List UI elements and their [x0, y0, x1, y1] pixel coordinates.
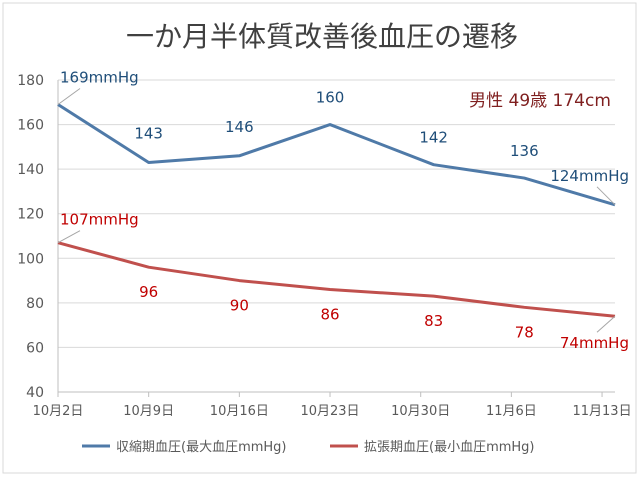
- data-label: 78: [515, 323, 534, 341]
- legend: 収縮期血圧(最大血圧mmHg) 拡張期血圧(最小血圧mmHg): [82, 439, 535, 455]
- x-tick-label: 10月30日: [391, 404, 450, 419]
- legend-label: 収縮期血圧(最大血圧mmHg): [116, 439, 287, 455]
- y-tick-label: 40: [26, 385, 44, 401]
- y-tick-label: 180: [17, 73, 44, 89]
- data-label: 86: [320, 305, 339, 323]
- x-tick-label: 11月6日: [486, 404, 537, 419]
- x-tick-label: 10月2日: [33, 404, 84, 419]
- series-lines: [57, 103, 616, 318]
- y-axis-ticks: 40 60 80 100 120 140 160 180: [17, 73, 44, 401]
- y-tick-label: 120: [17, 207, 44, 223]
- gridlines: [57, 79, 615, 393]
- data-label: 143: [134, 124, 163, 142]
- series-line: [57, 241, 616, 318]
- chart-title: 一か月半体質改善後血圧の遷移: [126, 20, 518, 53]
- data-label: 136: [510, 142, 539, 160]
- data-label: 74mmHg: [560, 334, 629, 352]
- leader-line: [596, 186, 616, 206]
- y-tick-label: 140: [17, 162, 44, 178]
- series-line: [57, 103, 616, 207]
- data-label: 83: [424, 312, 443, 330]
- y-tick-label: 100: [17, 251, 44, 267]
- x-tick-label: 10月9日: [123, 404, 174, 419]
- x-tick-label: 11月13日: [572, 404, 631, 419]
- data-label: 146: [225, 118, 254, 136]
- x-tick-label: 10月16日: [210, 404, 269, 419]
- leader-line: [596, 315, 616, 333]
- leader-line: [57, 88, 81, 105]
- data-label: 142: [419, 129, 448, 147]
- x-axis-ticks: 10月2日 10月9日 10月16日 10月23日 10月30日 11月6日 11月13日: [33, 392, 632, 419]
- y-tick-label: 60: [26, 340, 44, 356]
- chart-frame: [2, 2, 637, 474]
- data-label: 90: [230, 297, 249, 315]
- legend-label: 拡張期血圧(最小血圧mmHg): [364, 440, 535, 455]
- data-label: 96: [139, 283, 158, 301]
- x-tick-label: 10月23日: [300, 404, 359, 419]
- data-label: 107mmHg: [60, 211, 139, 229]
- data-labels: 169mmHg 143 146 160 142 136 124mmHg 107mmHg 96 90…: [57, 69, 629, 352]
- y-tick-label: 80: [26, 296, 44, 312]
- data-label: 169mmHg: [60, 69, 139, 87]
- leader-line: [57, 230, 81, 244]
- subject-annotation: 男性 49歳 174cm: [469, 91, 611, 111]
- data-label: 160: [316, 89, 345, 107]
- y-tick-label: 160: [17, 118, 44, 134]
- data-label: 124mmHg: [550, 167, 629, 185]
